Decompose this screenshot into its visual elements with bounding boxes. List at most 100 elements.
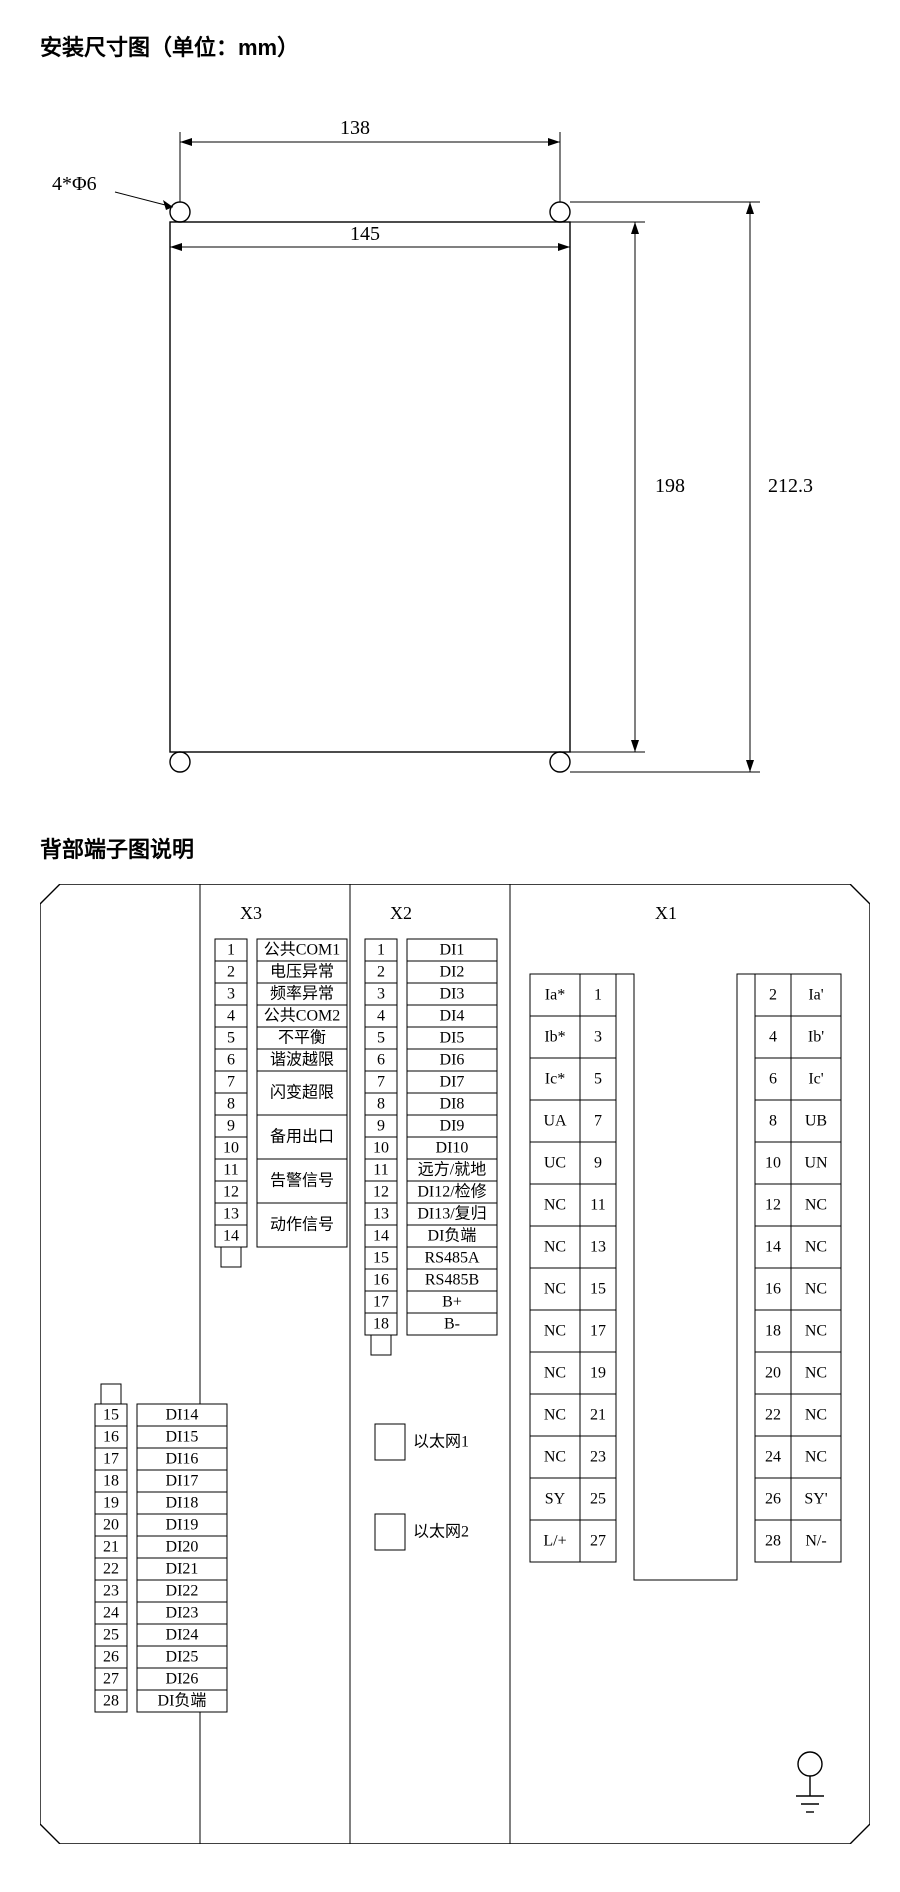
x3b-num: 26 xyxy=(103,1649,119,1666)
x3a-label: 告警信号 xyxy=(270,1172,334,1190)
x1-left-num: 17 xyxy=(590,1323,606,1340)
x1-left-label: UC xyxy=(544,1155,566,1172)
x2-num: 13 xyxy=(373,1206,389,1223)
x1-right-label: NC xyxy=(805,1407,827,1424)
x1-right-label: NC xyxy=(805,1449,827,1466)
x2-num: 16 xyxy=(373,1272,389,1289)
x1-right-num: 20 xyxy=(765,1365,781,1382)
x2-label: B- xyxy=(444,1316,460,1333)
x2-num: 5 xyxy=(377,1030,385,1047)
x3b-label: DI22 xyxy=(166,1583,199,1600)
x2-header: X2 xyxy=(390,903,412,923)
x2-label: 远方/就地 xyxy=(418,1161,486,1179)
x3a-num: 6 xyxy=(227,1052,235,1069)
x2-label: DI2 xyxy=(440,964,465,981)
x1-left-num: 3 xyxy=(594,1029,602,1046)
x3a-label: 频率异常 xyxy=(270,985,334,1003)
dim-212: 212.3 xyxy=(768,475,813,497)
x2-label: RS485B xyxy=(425,1272,479,1289)
x1-left-label: NC xyxy=(544,1449,566,1466)
x3a-num: 14 xyxy=(223,1228,239,1245)
x2-label: DI4 xyxy=(440,1008,465,1025)
x2-label: B+ xyxy=(442,1294,462,1311)
dimension-drawing: 4*Φ6 138 145 198 212.3 xyxy=(40,82,860,802)
x3b-num: 20 xyxy=(103,1517,119,1534)
x2-num: 9 xyxy=(377,1118,385,1135)
x3b-num: 17 xyxy=(103,1451,119,1468)
terminal-diagram: X3 X2 X1 1234567891011121314公共COM1电压异常频率… xyxy=(40,884,870,1844)
ground-icon xyxy=(796,1752,824,1812)
x3b-num: 16 xyxy=(103,1429,119,1446)
x1-left-label: Ic* xyxy=(545,1071,565,1088)
x1-left-label: Ib* xyxy=(544,1029,565,1046)
x3b-label: DI18 xyxy=(166,1495,199,1512)
x1-right-num: 26 xyxy=(765,1491,781,1508)
x1-right-label: SY' xyxy=(804,1491,827,1508)
x3b-label: DI14 xyxy=(166,1407,199,1424)
x2-num: 14 xyxy=(373,1228,389,1245)
x1-left-num: 11 xyxy=(590,1197,605,1214)
x3b-label: DI16 xyxy=(166,1451,199,1468)
x3a-num: 7 xyxy=(227,1074,235,1091)
x3b-num: 21 xyxy=(103,1539,119,1556)
x1-left-label: SY xyxy=(545,1491,566,1508)
x3a-num: 4 xyxy=(227,1008,235,1025)
x3b-num: 27 xyxy=(103,1671,119,1688)
x2-num: 3 xyxy=(377,986,385,1003)
x1-left-label: NC xyxy=(544,1365,566,1382)
x2-num: 1 xyxy=(377,942,385,959)
x2-label: RS485A xyxy=(424,1250,480,1267)
x3b-num: 18 xyxy=(103,1473,119,1490)
x3b-num: 28 xyxy=(103,1693,119,1710)
x2-num: 6 xyxy=(377,1052,385,1069)
x2-label: DI7 xyxy=(440,1074,465,1091)
section2-title: 背部端子图说明 xyxy=(40,832,860,864)
x1-left-num: 5 xyxy=(594,1071,602,1088)
x2-num: 11 xyxy=(373,1162,388,1179)
x3a-label: 动作信号 xyxy=(270,1216,334,1234)
x3a-label: 公共COM2 xyxy=(264,1007,340,1025)
x3b-num: 15 xyxy=(103,1407,119,1424)
x3b-label: DI21 xyxy=(166,1561,199,1578)
x3a-num: 5 xyxy=(227,1030,235,1047)
x3a-label: 谐波越限 xyxy=(270,1051,334,1069)
x2-num: 15 xyxy=(373,1250,389,1267)
x1-right-num: 10 xyxy=(765,1155,781,1172)
x3a-label: 备用出口 xyxy=(270,1128,334,1146)
x2-num: 8 xyxy=(377,1096,385,1113)
x1-right-num: 22 xyxy=(765,1407,781,1424)
x1-left-label: NC xyxy=(544,1323,566,1340)
x3b-label: DI17 xyxy=(166,1473,199,1490)
x3a-num: 3 xyxy=(227,986,235,1003)
x2-num: 17 xyxy=(373,1294,389,1311)
x1-right-num: 12 xyxy=(765,1197,781,1214)
x1-left-label: NC xyxy=(544,1197,566,1214)
x1-left-num: 7 xyxy=(594,1113,602,1130)
x1-left-num: 13 xyxy=(590,1239,606,1256)
x3b-label: DI15 xyxy=(166,1429,199,1446)
x2-label: DI5 xyxy=(440,1030,465,1047)
x1-right-num: 2 xyxy=(769,987,777,1004)
x1-right-label: NC xyxy=(805,1281,827,1298)
x2-label: DI12/检修 xyxy=(417,1183,486,1201)
x3a-num: 12 xyxy=(223,1184,239,1201)
x3a-num: 2 xyxy=(227,964,235,981)
x1-right-num: 16 xyxy=(765,1281,781,1298)
x3b-num: 22 xyxy=(103,1561,119,1578)
x3b-label: DI25 xyxy=(166,1649,199,1666)
x1-right-label: Ia' xyxy=(808,987,823,1004)
x3a-num: 10 xyxy=(223,1140,239,1157)
x2-label: DI6 xyxy=(440,1052,465,1069)
x2-num: 7 xyxy=(377,1074,385,1091)
hole-label: 4*Φ6 xyxy=(52,173,97,195)
x1-header: X1 xyxy=(655,903,677,923)
x3b-label: DI负端 xyxy=(158,1692,207,1710)
x1-right-label: UB xyxy=(805,1113,827,1130)
x3a-label: 公共COM1 xyxy=(264,941,340,959)
x3b-label: DI19 xyxy=(166,1517,199,1534)
x1-right-label: NC xyxy=(805,1365,827,1382)
x3b-label: DI24 xyxy=(166,1627,199,1644)
x1-right-num: 6 xyxy=(769,1071,777,1088)
x1-right-label: UN xyxy=(804,1155,828,1172)
x3b-num: 24 xyxy=(103,1605,119,1622)
